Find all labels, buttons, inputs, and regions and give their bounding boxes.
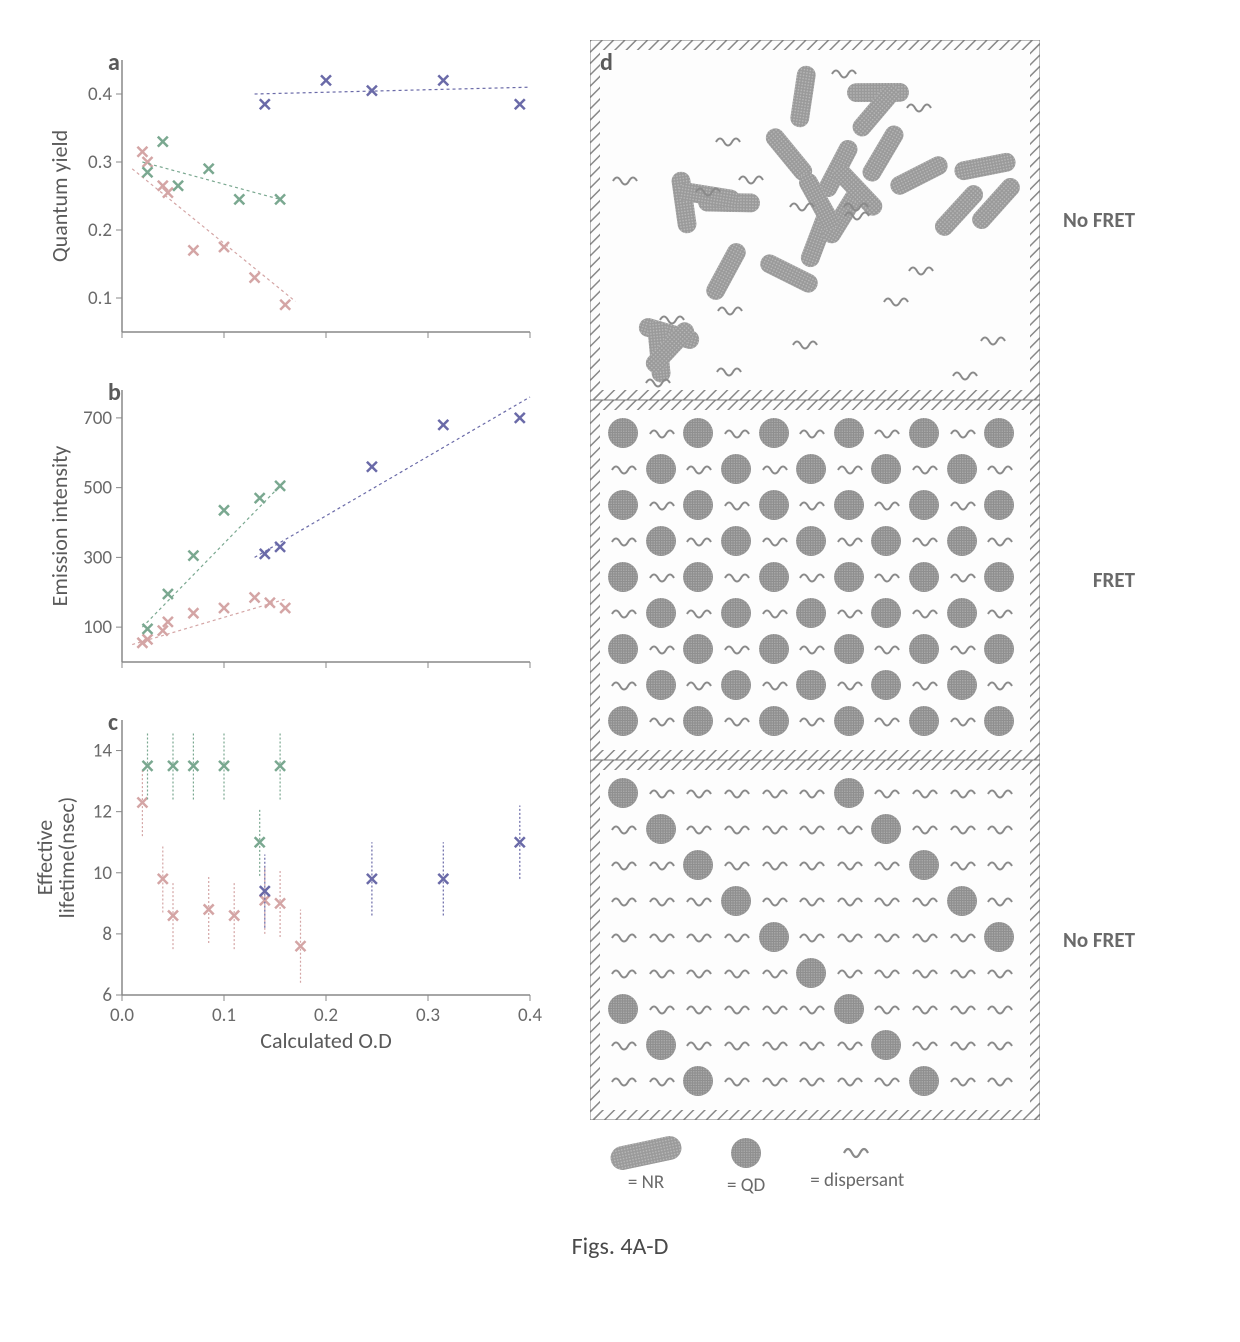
- svg-text:100: 100: [83, 616, 112, 639]
- legend-qd-text: = QD: [727, 1174, 765, 1197]
- svg-text:0.4: 0.4: [88, 83, 112, 106]
- schematic-label-0: No FRET: [1063, 207, 1135, 233]
- chart-a: a 0.1 0.2 0.3 0.4 Quantum yield: [30, 40, 550, 360]
- schematic-qd-dense-box: FRET: [590, 400, 1040, 760]
- schematic-qd-sparse-box: No FRET: [590, 760, 1040, 1120]
- svg-text:300: 300: [83, 546, 112, 569]
- svg-text:lifetime(nsec): lifetime(nsec): [53, 797, 80, 919]
- svg-text:Emission intensity: Emission intensity: [46, 446, 73, 607]
- figure-container: a 0.1 0.2 0.3 0.4 Quantum yield b 100 300 500 7…: [30, 40, 1210, 1197]
- svg-text:12: 12: [93, 801, 112, 824]
- svg-text:0.2: 0.2: [88, 219, 112, 242]
- panel-label-c: c: [108, 708, 118, 737]
- legend-dispersant: = dispersant: [810, 1143, 904, 1192]
- panel-label-d: d: [600, 48, 613, 77]
- chart-c: c 681012140.00.10.20.30.4Effectivelifeti…: [30, 700, 550, 1060]
- svg-text:0.0: 0.0: [110, 1004, 134, 1027]
- legend-nr-text: = NR: [628, 1171, 664, 1194]
- svg-text:700: 700: [83, 407, 112, 430]
- qd-icon: [731, 1138, 761, 1168]
- svg-text:Quantum yield: Quantum yield: [46, 130, 73, 262]
- svg-text:0.3: 0.3: [88, 151, 112, 174]
- panel-label-b: b: [108, 378, 121, 407]
- schematic-nr-box: No FRET: [590, 40, 1040, 400]
- svg-text:0.4: 0.4: [518, 1004, 542, 1027]
- chart-c-svg: 681012140.00.10.20.30.4Effectivelifetime…: [30, 700, 550, 1060]
- legend-qd: = QD: [727, 1138, 765, 1197]
- svg-text:Calculated O.D: Calculated O.D: [260, 1027, 392, 1054]
- figure-caption: Figs. 4A-D: [30, 1232, 1210, 1261]
- schematic-label-1: FRET: [1093, 567, 1135, 593]
- legend-dispersant-text: = dispersant: [810, 1169, 904, 1192]
- chart-b: b 100 300 500 700 Emission intensity: [30, 370, 550, 690]
- svg-text:0.3: 0.3: [416, 1004, 440, 1027]
- svg-text:0.1: 0.1: [88, 287, 112, 310]
- chart-b-svg: 100 300 500 700 Emission intensity: [30, 370, 550, 690]
- chart-a-svg: 0.1 0.2 0.3 0.4 Quantum yield: [30, 40, 550, 360]
- svg-text:500: 500: [83, 477, 112, 500]
- schematic-legend: = NR = QD = dispersant: [610, 1138, 1150, 1197]
- svg-text:0.2: 0.2: [314, 1004, 338, 1027]
- dispersant-icon: [842, 1143, 872, 1163]
- panel-label-a: a: [108, 48, 120, 77]
- schematic-label-2: No FRET: [1063, 927, 1135, 953]
- svg-text:8: 8: [102, 923, 112, 946]
- svg-text:0.1: 0.1: [212, 1004, 236, 1027]
- nr-icon: [608, 1134, 683, 1172]
- schematic-column: d No FRET FRET No FRET = NR: [590, 40, 1150, 1197]
- charts-column: a 0.1 0.2 0.3 0.4 Quantum yield b 100 300 500 7…: [30, 40, 550, 1060]
- svg-text:14: 14: [93, 740, 113, 763]
- svg-text:10: 10: [93, 862, 113, 885]
- legend-nr: = NR: [610, 1141, 682, 1194]
